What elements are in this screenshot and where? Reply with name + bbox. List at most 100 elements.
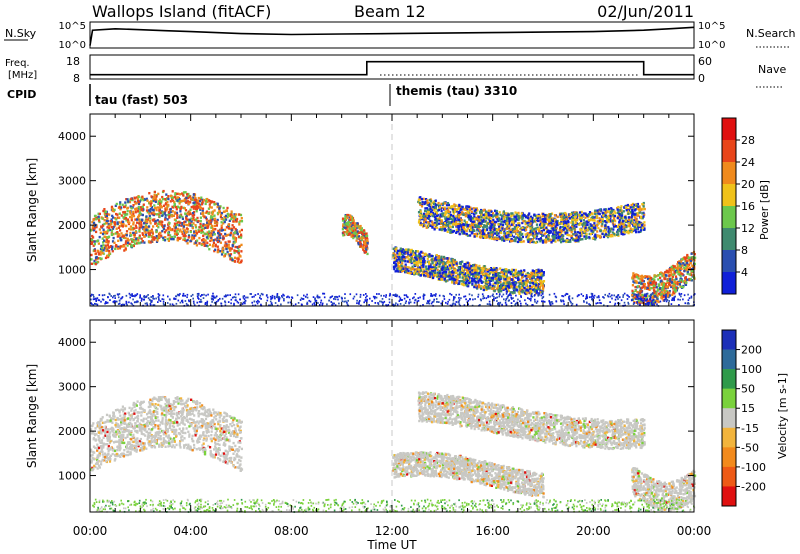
range-gate-cell <box>578 211 582 214</box>
range-gate-cell <box>347 213 350 217</box>
range-gate-cell <box>567 223 570 226</box>
range-gate-cell <box>521 272 524 275</box>
range-gate-cell <box>535 290 538 293</box>
range-gate-cell <box>119 236 122 240</box>
range-gate-cell <box>464 272 467 275</box>
range-gate-cell <box>123 211 126 214</box>
range-gate-cell <box>488 226 491 229</box>
range-gate-cell <box>163 212 166 215</box>
range-gate-cell <box>459 279 462 283</box>
range-gate-cell <box>201 209 204 213</box>
range-gate-cell <box>355 239 358 242</box>
range-gate-cell <box>192 193 195 196</box>
range-gate-cell <box>507 271 510 274</box>
range-gate-cell <box>153 190 156 194</box>
range-gate-cell <box>594 238 597 241</box>
range-gate-cell <box>232 237 235 240</box>
range-gate-cell <box>171 197 174 201</box>
range-gate-cell <box>485 287 488 290</box>
range-gate-cell <box>147 240 151 243</box>
range-gate-cell <box>512 281 515 284</box>
range-gate-cell <box>130 214 133 217</box>
range-gate-cell <box>114 217 117 220</box>
range-gate-cell <box>455 222 458 225</box>
range-gate-cell <box>166 218 169 221</box>
range-gate-cell <box>499 213 502 217</box>
range-gate-cell <box>228 219 231 222</box>
range-gate-cell <box>132 231 135 235</box>
range-gate-cell <box>106 226 109 229</box>
range-gate-cell <box>404 260 407 263</box>
range-gate-cell <box>152 209 155 212</box>
range-gate-cell <box>393 261 396 264</box>
range-gate-cell <box>550 227 553 230</box>
range-gate-cell <box>226 250 229 254</box>
range-gate-cell <box>637 208 640 211</box>
range-gate-cell <box>138 220 141 223</box>
range-gate-cell <box>149 241 152 244</box>
range-gate-cell <box>130 207 133 210</box>
range-gate-cell <box>216 218 219 222</box>
range-gate-cell <box>529 287 532 291</box>
range-gate-cell <box>489 231 492 234</box>
range-gate-cell <box>639 229 643 232</box>
range-gate-cell <box>127 200 130 203</box>
range-gate-cell <box>176 197 179 200</box>
range-gate-cell <box>101 232 105 236</box>
range-gate-cell <box>107 240 110 243</box>
range-gate-cell <box>234 231 237 234</box>
range-gate-cell <box>91 221 94 224</box>
range-gate-cell <box>186 212 189 216</box>
range-gate-cell <box>419 216 422 219</box>
range-gate-cell <box>110 218 113 221</box>
range-gate-cell <box>126 244 129 247</box>
range-gate-cell <box>239 236 243 239</box>
range-gate-cell <box>461 267 464 270</box>
range-gate-cell <box>176 196 179 199</box>
range-gate-cell <box>111 245 114 248</box>
range-gate-cell <box>178 216 181 219</box>
range-gate-cell <box>559 226 562 229</box>
range-gate-cell <box>505 270 508 273</box>
range-gate-cell <box>161 214 164 217</box>
range-gate-cell <box>414 255 417 259</box>
range-gate-cell <box>456 269 459 272</box>
range-gate-cell <box>142 197 145 200</box>
range-gate-cell <box>429 219 432 223</box>
range-gate-cell <box>141 233 145 236</box>
range-gate-cell <box>240 259 243 262</box>
range-gate-cell <box>94 218 98 221</box>
nave-tick-bottom: 0 <box>698 72 705 85</box>
range-gate-cell <box>114 204 117 207</box>
cpid-mode-2: themis (tau) 3310 <box>396 84 517 98</box>
range-gate-cell <box>112 210 115 213</box>
range-gate-cell <box>519 288 522 291</box>
range-gate-cell <box>428 255 431 258</box>
range-gate-cell <box>399 252 402 255</box>
range-gate-cell <box>520 281 523 285</box>
range-gate-cell <box>153 212 156 216</box>
range-gate-cell <box>446 265 449 268</box>
range-gate-cell <box>156 237 159 240</box>
range-gate-cell <box>108 235 111 238</box>
range-gate-cell <box>406 271 409 274</box>
range-gate-cell <box>534 278 537 281</box>
range-gate-cell <box>98 212 101 216</box>
range-gate-cell <box>463 282 466 285</box>
range-gate-cell <box>202 237 205 241</box>
range-gate-cell <box>526 225 529 229</box>
range-gate-cell <box>365 239 368 242</box>
range-gate-cell <box>154 200 157 203</box>
range-gate-cell <box>205 232 209 236</box>
range-gate-cell <box>110 205 114 209</box>
range-gate-cell <box>488 272 491 275</box>
range-gate-cell <box>397 257 400 261</box>
range-gate-cell <box>100 257 103 260</box>
range-gate-cell <box>440 255 443 258</box>
range-gate-cell <box>562 238 565 241</box>
range-gate-cell <box>135 207 138 210</box>
range-gate-cell <box>136 242 139 245</box>
range-gate-cell <box>487 214 490 217</box>
range-gate-cell <box>146 225 149 229</box>
range-gate-cell <box>143 229 147 232</box>
